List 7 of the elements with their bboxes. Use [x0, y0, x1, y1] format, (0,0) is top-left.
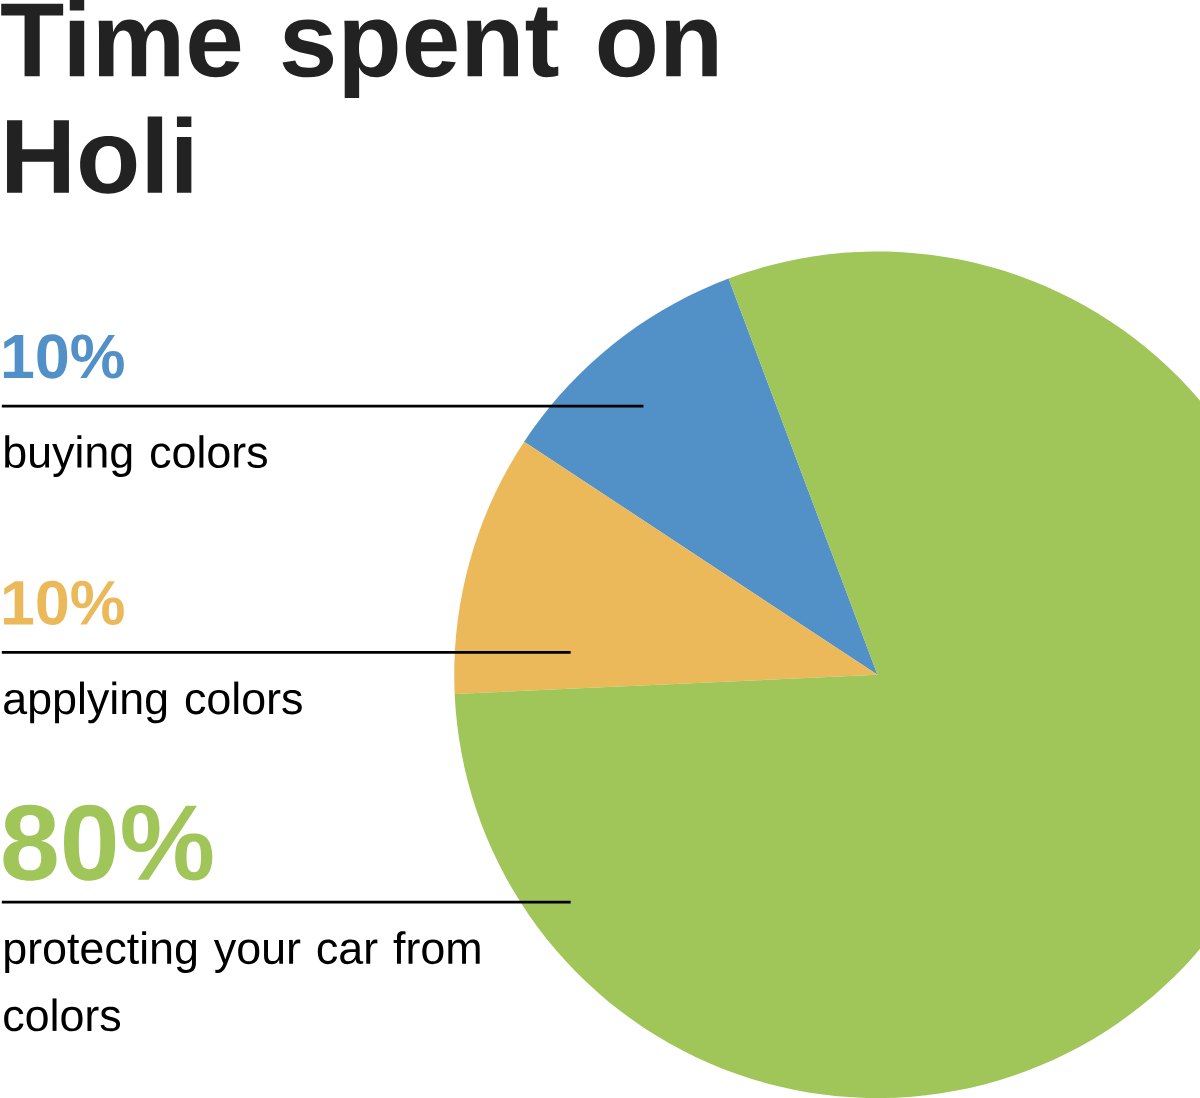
data-label: 10% [3, 580, 124, 625]
slice-label: buying colors [5, 435, 267, 477]
data-label: 10% [3, 334, 124, 379]
data-label: 80% [3, 804, 213, 881]
slice-label: protecting your car from colors [4, 931, 480, 1032]
chart-title: Time spent on Holi [1, 0, 717, 194]
slice-label: applying colors [4, 681, 302, 724]
